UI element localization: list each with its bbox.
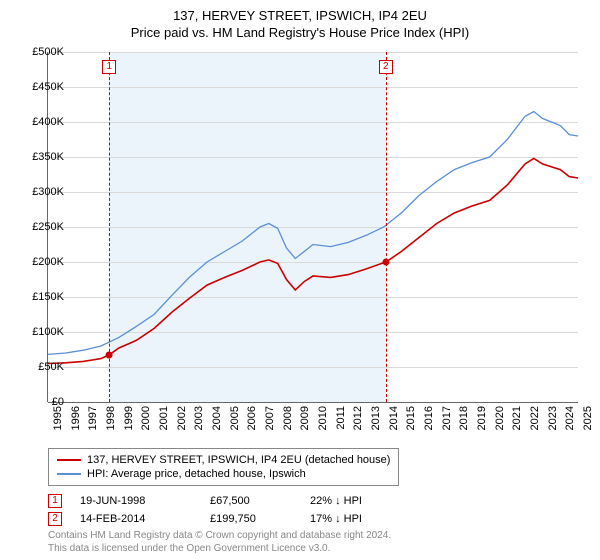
x-axis-tick-label: 2002 xyxy=(176,406,188,430)
x-axis-tick-label: 1997 xyxy=(87,406,99,430)
transaction-date: 19-JUN-1998 xyxy=(80,495,210,507)
transaction-vline xyxy=(386,52,387,402)
y-axis-tick-label: £450K xyxy=(32,81,64,93)
transaction-point xyxy=(382,259,389,266)
x-axis-tick-label: 2019 xyxy=(476,406,488,430)
x-axis-tick-label: 1995 xyxy=(52,406,64,430)
x-axis-tick-label: 2022 xyxy=(529,406,541,430)
x-axis-tick-label: 2025 xyxy=(582,406,594,430)
footer-line: Contains HM Land Registry data © Crown c… xyxy=(48,530,391,543)
y-axis-tick-label: £350K xyxy=(32,151,64,163)
transaction-diff: 17% ↓ HPI xyxy=(310,513,430,525)
transaction-date: 14-FEB-2014 xyxy=(80,513,210,525)
legend-item: 137, HERVEY STREET, IPSWICH, IP4 2EU (de… xyxy=(57,453,390,467)
transaction-row: 1 19-JUN-1998 £67,500 22% ↓ HPI xyxy=(48,492,430,510)
y-axis-tick-label: £200K xyxy=(32,256,64,268)
y-axis-tick-label: £300K xyxy=(32,186,64,198)
x-axis-tick-label: 2006 xyxy=(246,406,258,430)
legend-swatch xyxy=(57,459,81,461)
transaction-marker-icon: 1 xyxy=(48,494,62,508)
x-axis-tick-label: 2000 xyxy=(140,406,152,430)
chart-container: 137, HERVEY STREET, IPSWICH, IP4 2EU Pri… xyxy=(0,0,600,560)
transaction-marker-icon: 1 xyxy=(102,60,116,74)
y-axis-tick-label: £400K xyxy=(32,116,64,128)
transaction-vline xyxy=(109,52,110,402)
x-axis-tick-label: 2005 xyxy=(229,406,241,430)
y-axis-tick-label: £50K xyxy=(38,361,64,373)
transaction-row: 2 14-FEB-2014 £199,750 17% ↓ HPI xyxy=(48,510,430,528)
legend-label: 137, HERVEY STREET, IPSWICH, IP4 2EU (de… xyxy=(87,454,390,466)
x-axis-tick-label: 2020 xyxy=(494,406,506,430)
line-series-svg xyxy=(48,52,578,402)
transaction-marker-icon: 2 xyxy=(48,512,62,526)
x-axis-tick-label: 2001 xyxy=(158,406,170,430)
y-axis-tick-label: £150K xyxy=(32,291,64,303)
page-subtitle: Price paid vs. HM Land Registry's House … xyxy=(0,23,600,40)
x-axis-tick-label: 2009 xyxy=(299,406,311,430)
x-axis-tick-label: 2015 xyxy=(405,406,417,430)
y-axis-tick-label: £100K xyxy=(32,326,64,338)
x-axis-tick-label: 2013 xyxy=(370,406,382,430)
transaction-diff: 22% ↓ HPI xyxy=(310,495,430,507)
page-title: 137, HERVEY STREET, IPSWICH, IP4 2EU xyxy=(0,0,600,23)
x-axis-tick-label: 2016 xyxy=(423,406,435,430)
legend-swatch xyxy=(57,473,81,475)
footer-attribution: Contains HM Land Registry data © Crown c… xyxy=(48,530,391,555)
y-axis-tick-label: £250K xyxy=(32,221,64,233)
transaction-point xyxy=(106,351,113,358)
transaction-table: 1 19-JUN-1998 £67,500 22% ↓ HPI 2 14-FEB… xyxy=(48,492,430,528)
chart-plot-area: 12 xyxy=(48,52,578,402)
x-axis-tick-label: 1996 xyxy=(70,406,82,430)
x-axis-tick-label: 2004 xyxy=(211,406,223,430)
x-axis-tick-label: 2023 xyxy=(547,406,559,430)
x-axis-tick-label: 2008 xyxy=(282,406,294,430)
x-axis-tick-label: 2012 xyxy=(352,406,364,430)
x-axis-tick-label: 2010 xyxy=(317,406,329,430)
footer-line: This data is licensed under the Open Gov… xyxy=(48,543,391,556)
transaction-marker-icon: 2 xyxy=(379,60,393,74)
y-axis-tick-label: £500K xyxy=(32,46,64,58)
x-axis-tick-label: 2024 xyxy=(564,406,576,430)
x-axis-tick-label: 2018 xyxy=(458,406,470,430)
series-line-hpi xyxy=(48,112,578,355)
legend-item: HPI: Average price, detached house, Ipsw… xyxy=(57,467,390,481)
x-axis-tick-label: 1999 xyxy=(123,406,135,430)
x-axis-tick-label: 2011 xyxy=(335,406,347,430)
x-axis-tick-label: 2014 xyxy=(388,406,400,430)
x-axis-tick-label: 2021 xyxy=(511,406,523,430)
transaction-price: £199,750 xyxy=(210,513,310,525)
transaction-price: £67,500 xyxy=(210,495,310,507)
x-axis-tick-label: 2007 xyxy=(264,406,276,430)
x-axis-tick-label: 2003 xyxy=(193,406,205,430)
legend: 137, HERVEY STREET, IPSWICH, IP4 2EU (de… xyxy=(48,448,399,486)
legend-label: HPI: Average price, detached house, Ipsw… xyxy=(87,468,306,480)
x-axis-tick-label: 2017 xyxy=(441,406,453,430)
x-axis-tick-label: 1998 xyxy=(105,406,117,430)
